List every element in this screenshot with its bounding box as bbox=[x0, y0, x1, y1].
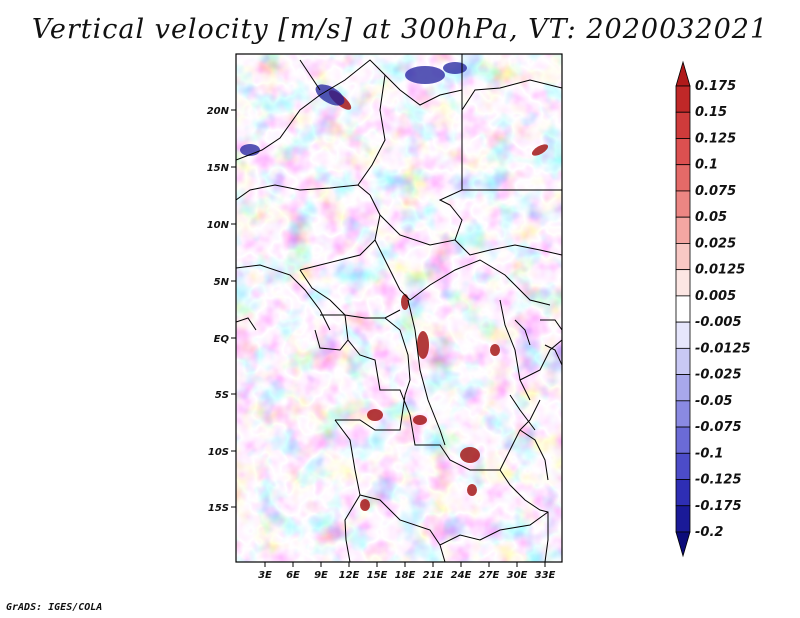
colorbar-label: -0.075 bbox=[695, 420, 742, 435]
colorbar: 0.175 0.15 0.125 0.1 0.075 0.05 0.025 0.0125 0.0… bbox=[675, 60, 751, 558]
colorbar-label: 0.075 bbox=[695, 184, 736, 199]
lon-tick: 27E bbox=[479, 562, 500, 581]
colorbar-swatch bbox=[675, 479, 691, 507]
colorbar-swatch bbox=[675, 295, 691, 323]
colorbar-swatch bbox=[675, 190, 691, 218]
colorbar-swatch bbox=[675, 216, 691, 244]
colorbar-label: -0.175 bbox=[695, 499, 742, 514]
colorbar-swatch bbox=[675, 321, 691, 349]
lon-tick: 6E bbox=[286, 562, 300, 581]
colorbar-label: 0.05 bbox=[695, 210, 727, 225]
lat-tick-label: 10N bbox=[207, 220, 230, 231]
lat-tick-label: 15S bbox=[208, 503, 229, 514]
colorbar-swatch bbox=[675, 426, 691, 454]
country-borders bbox=[236, 54, 562, 562]
colorbar-swatch bbox=[675, 505, 691, 533]
lon-tick-label: 18E bbox=[395, 570, 416, 581]
colorbar-swatch bbox=[675, 452, 691, 480]
lon-tick: 24E bbox=[451, 562, 472, 581]
latitude-axis: 20N 15N 10N 5N EQ 5S 10S 15S bbox=[207, 106, 236, 514]
colorbar-swatch bbox=[675, 138, 691, 166]
colorbar-label: -0.1 bbox=[695, 446, 723, 461]
lat-tick-label: 15N bbox=[207, 163, 230, 174]
lat-tick-label: 20N bbox=[207, 106, 230, 117]
colorbar-label: -0.125 bbox=[695, 473, 742, 488]
lon-tick-label: 27E bbox=[479, 570, 500, 581]
lat-tick-label: EQ bbox=[214, 334, 230, 345]
colorbar-label: 0.025 bbox=[695, 236, 736, 251]
lon-tick-label: 30E bbox=[507, 570, 528, 581]
lon-tick-label: 33E bbox=[535, 570, 556, 581]
colorbar-label: 0.15 bbox=[695, 105, 727, 120]
lon-tick: 18E bbox=[395, 562, 416, 581]
colorbar-label: 0.125 bbox=[695, 131, 736, 146]
lat-tick: 15S bbox=[208, 503, 236, 514]
lat-tick: EQ bbox=[214, 334, 236, 345]
colorbar-label: -0.005 bbox=[695, 315, 742, 330]
lat-tick: 20N bbox=[207, 106, 236, 117]
lon-tick: 30E bbox=[507, 562, 528, 581]
colorbar-swatch bbox=[675, 269, 691, 297]
lat-tick-label: 5N bbox=[214, 277, 230, 288]
lon-tick: 12E bbox=[339, 562, 360, 581]
colorbar-swatch bbox=[675, 164, 691, 192]
colorbar-label: 0.1 bbox=[695, 158, 718, 173]
lat-tick: 10N bbox=[207, 220, 236, 231]
colorbar-max-arrow bbox=[675, 60, 691, 87]
colorbar-min-arrow bbox=[675, 531, 691, 558]
map-title: Vertical velocity [m/s] at 300hPa, VT: 2… bbox=[31, 14, 769, 45]
lat-tick: 15N bbox=[207, 163, 236, 174]
lon-tick: 3E bbox=[258, 562, 272, 581]
lon-tick-label: 21E bbox=[423, 570, 444, 581]
colorbar-label: 0.175 bbox=[695, 79, 736, 94]
colorbar-label: 0.0125 bbox=[695, 263, 745, 278]
colorbar-label: -0.025 bbox=[695, 368, 742, 383]
lon-tick: 15E bbox=[367, 562, 388, 581]
lat-tick: 5S bbox=[215, 390, 236, 401]
colorbar-swatch bbox=[675, 400, 691, 428]
map-frame bbox=[235, 53, 563, 563]
colorbar-label: 0.005 bbox=[695, 289, 736, 304]
lon-tick: 33E bbox=[535, 562, 556, 581]
colorbar-label: -0.2 bbox=[695, 525, 723, 540]
lon-tick-label: 6E bbox=[286, 570, 300, 581]
colorbar-swatch bbox=[675, 347, 691, 375]
lat-tick-label: 5S bbox=[215, 390, 229, 401]
lon-tick: 21E bbox=[423, 562, 444, 581]
colorbar-label: -0.05 bbox=[695, 394, 732, 409]
lat-tick: 5N bbox=[214, 277, 236, 288]
lon-tick-label: 12E bbox=[339, 570, 360, 581]
colorbar-label: -0.0125 bbox=[695, 341, 751, 356]
lon-tick-label: 24E bbox=[451, 570, 472, 581]
lon-tick-label: 15E bbox=[367, 570, 388, 581]
lat-tick-label: 10S bbox=[208, 447, 229, 458]
updraft-cells bbox=[328, 90, 549, 511]
colorbar-swatch bbox=[675, 374, 691, 402]
colorbar-swatch bbox=[675, 243, 691, 271]
lat-tick: 10S bbox=[208, 447, 236, 458]
lon-tick-label: 3E bbox=[258, 570, 272, 581]
lon-tick: 9E bbox=[314, 562, 328, 581]
colorbar-swatch bbox=[675, 85, 691, 113]
lon-tick-label: 9E bbox=[314, 570, 328, 581]
footer-credit: GrADS: IGES/COLA bbox=[6, 602, 103, 613]
longitude-axis: 3E 6E 9E 12E 15E 18E 21E 24E 27E 30E 33E bbox=[258, 562, 556, 581]
downdraft-cells bbox=[240, 62, 467, 156]
velocity-field bbox=[236, 54, 562, 562]
colorbar-swatch bbox=[675, 111, 691, 139]
